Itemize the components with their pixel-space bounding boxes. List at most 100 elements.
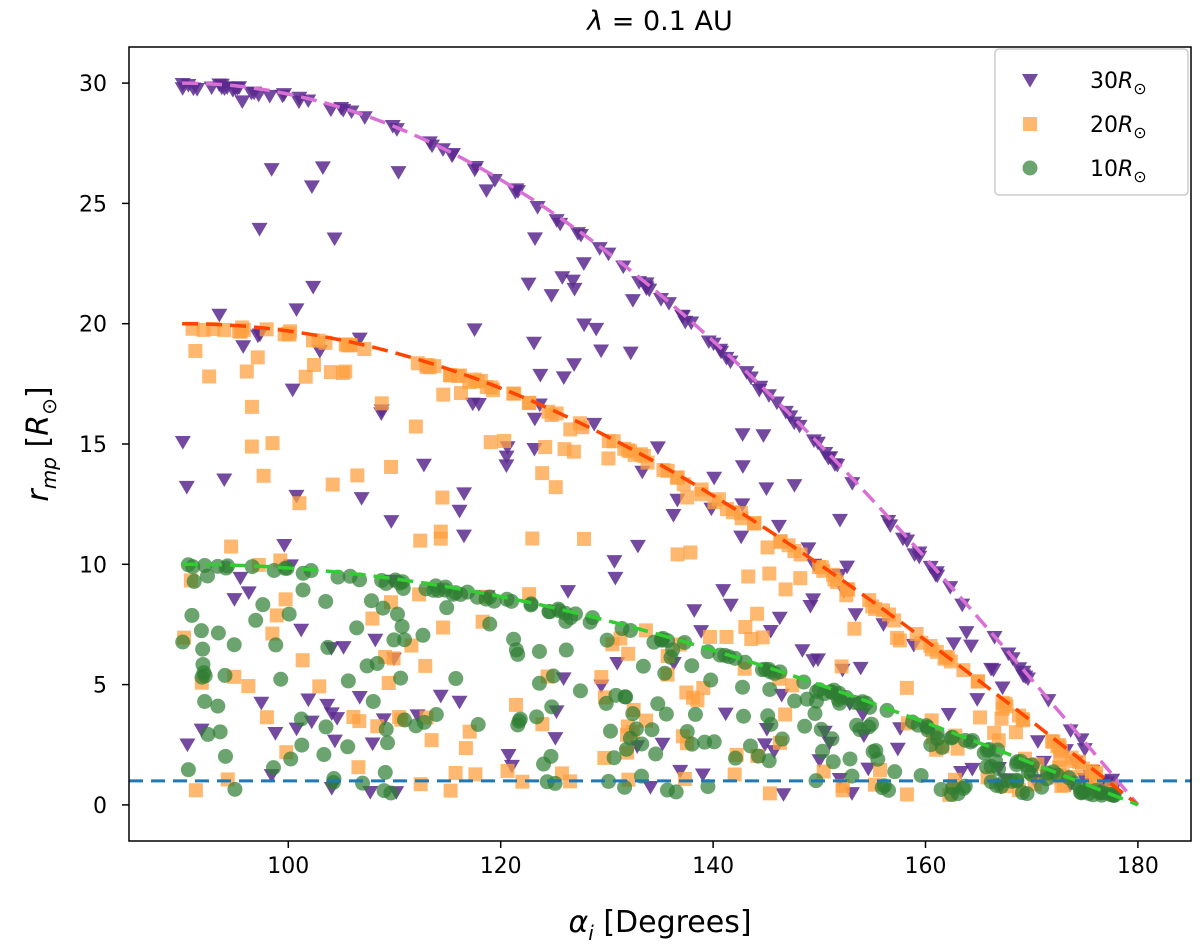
point-20R bbox=[522, 395, 537, 410]
point-20R bbox=[887, 613, 902, 628]
point-10R bbox=[813, 721, 829, 737]
point-10R bbox=[868, 743, 884, 759]
point-30R bbox=[762, 624, 779, 639]
point-20R bbox=[566, 444, 581, 459]
point-10R bbox=[599, 632, 615, 648]
point-20R bbox=[677, 772, 692, 787]
point-30R bbox=[606, 555, 623, 569]
point-20R bbox=[738, 620, 753, 635]
point-30R bbox=[390, 166, 407, 180]
point-10R bbox=[523, 596, 539, 612]
point-20R bbox=[719, 629, 734, 644]
point-10R bbox=[318, 719, 334, 735]
point-30R bbox=[383, 515, 400, 529]
point-10R bbox=[295, 582, 311, 598]
point-30R bbox=[677, 315, 694, 330]
point-10R bbox=[349, 620, 365, 636]
point-10R bbox=[416, 714, 432, 730]
point-20R bbox=[413, 533, 428, 548]
point-10R bbox=[668, 784, 684, 800]
point-30R bbox=[319, 698, 336, 713]
point-30R bbox=[756, 738, 773, 752]
point-30R bbox=[969, 693, 986, 707]
point-30R bbox=[586, 417, 603, 432]
point-10R bbox=[842, 751, 858, 767]
point-20R bbox=[707, 495, 722, 510]
point-10R bbox=[572, 683, 588, 699]
point-20R bbox=[233, 324, 248, 339]
point-20R bbox=[865, 599, 880, 614]
point-10R bbox=[389, 606, 405, 622]
point-30R bbox=[794, 644, 811, 658]
point-10R bbox=[852, 722, 868, 738]
point-30R bbox=[267, 726, 284, 741]
point-30R bbox=[232, 571, 249, 586]
point-30R bbox=[624, 294, 641, 308]
point-30R bbox=[498, 459, 515, 473]
point-30R bbox=[809, 653, 826, 667]
point-30R bbox=[694, 768, 711, 783]
point-10R bbox=[550, 601, 566, 617]
point-10R bbox=[807, 706, 823, 722]
point-30R bbox=[994, 681, 1011, 696]
point-20R bbox=[778, 707, 793, 722]
point-30R bbox=[775, 788, 792, 802]
point-30R bbox=[706, 471, 723, 486]
point-10R bbox=[634, 736, 650, 752]
legend-marker-10R bbox=[1022, 160, 1038, 176]
point-10R bbox=[684, 736, 700, 752]
point-10R bbox=[415, 627, 431, 643]
point-30R bbox=[733, 530, 750, 545]
point-10R bbox=[706, 734, 722, 750]
curve-10R bbox=[182, 562, 1139, 807]
point-10R bbox=[761, 661, 777, 677]
point-20R bbox=[785, 678, 800, 693]
point-20R bbox=[500, 763, 515, 778]
point-20R bbox=[196, 322, 211, 337]
point-20R bbox=[793, 547, 808, 562]
point-10R bbox=[376, 783, 392, 799]
point-10R bbox=[648, 746, 664, 762]
point-10R bbox=[1085, 787, 1101, 803]
point-20R bbox=[312, 679, 327, 694]
point-10R bbox=[735, 679, 751, 695]
point-20R bbox=[793, 571, 808, 586]
point-10R bbox=[881, 782, 897, 798]
point-30R bbox=[712, 343, 729, 358]
point-30R bbox=[351, 332, 368, 347]
point-30R bbox=[178, 480, 195, 495]
point-30R bbox=[958, 626, 975, 640]
y-tick-label: 20 bbox=[79, 313, 107, 338]
point-20R bbox=[352, 714, 367, 729]
chart-title: λ = 0.1 AU bbox=[585, 6, 733, 37]
point-30R bbox=[554, 271, 571, 285]
point-30R bbox=[734, 498, 751, 513]
point-30R bbox=[652, 292, 669, 307]
point-20R bbox=[773, 534, 788, 549]
point-30R bbox=[607, 571, 624, 586]
point-30R bbox=[335, 641, 352, 655]
point-10R bbox=[294, 737, 310, 753]
point-10R bbox=[618, 741, 634, 757]
point-20R bbox=[306, 358, 321, 373]
point-10R bbox=[196, 665, 212, 681]
point-10R bbox=[199, 568, 215, 584]
point-20R bbox=[365, 611, 380, 626]
point-10R bbox=[395, 580, 411, 596]
point-30R bbox=[831, 513, 848, 528]
point-10R bbox=[318, 593, 334, 609]
point-30R bbox=[543, 289, 560, 303]
point-30R bbox=[715, 584, 732, 598]
point-20R bbox=[278, 592, 293, 607]
point-30R bbox=[486, 174, 503, 188]
y-axis-title: rmp [R⊙] bbox=[21, 386, 61, 501]
point-30R bbox=[432, 689, 449, 704]
point-10R bbox=[1013, 753, 1029, 769]
point-10R bbox=[558, 642, 574, 658]
point-20R bbox=[292, 496, 307, 511]
point-30R bbox=[1040, 694, 1057, 708]
point-10R bbox=[212, 724, 228, 740]
point-30R bbox=[1073, 733, 1090, 747]
point-20R bbox=[350, 468, 365, 483]
point-10R bbox=[426, 582, 442, 598]
